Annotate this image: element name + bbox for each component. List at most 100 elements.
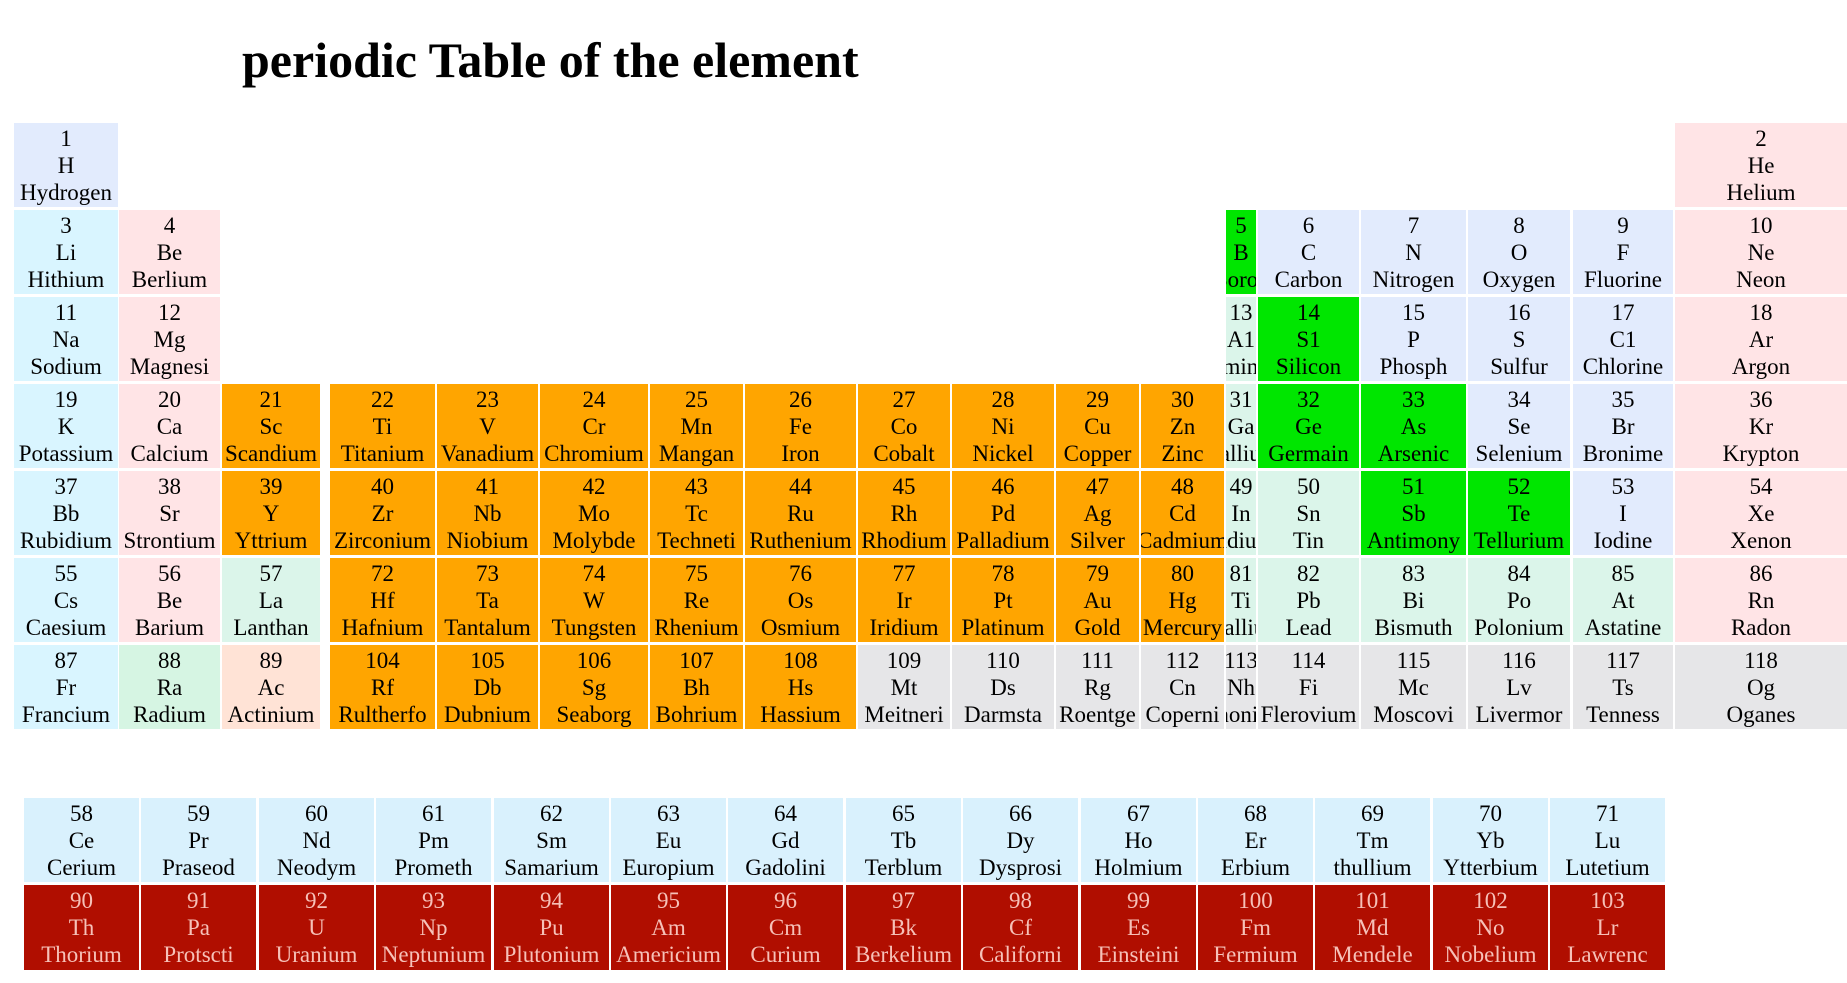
atomic-number: 51 [1402,473,1425,499]
element-symbol: Re [683,587,710,613]
element-cell-s1-14: 14 S1 Silicon [1258,297,1359,381]
element-cell-ta-73: 73 Ta Tantalum [437,558,538,642]
atomic-number: 38 [158,473,181,499]
element-name: Uranium [275,942,358,967]
element-symbol: Np [419,915,448,940]
element-name: Zinc [1161,440,1204,466]
element-cell-ti-81: 81TiThallium [1226,558,1256,642]
element-name: Niobium [446,527,529,553]
element-symbol: Tm [1356,827,1389,853]
element-symbol: Sm [536,827,567,853]
element-cell-s-16: 16 S Sulfur [1468,297,1570,381]
element-name: Copper [1063,440,1132,466]
element-name: Nobelium [1444,942,1537,967]
atomic-number: 111 [1081,647,1114,673]
element-name: Lawrenc [1567,942,1648,967]
element-cell-se-34: 34 Se Selenium [1468,384,1570,468]
atomic-number: 25 [685,386,708,412]
element-symbol: Ar [1748,326,1774,352]
element-cell-au-79: 79 Au Gold [1056,558,1139,642]
atomic-number: 70 [1479,800,1502,826]
element-cell-no-102: 102 No Nobelium [1433,885,1548,970]
element-symbol: Po [1506,587,1532,613]
element-name: Chlorine [1582,353,1664,379]
element-cell-mn-25: 25 Mn Mangan [650,384,743,468]
element-symbol: He [1747,152,1775,178]
element-cell-ne-10: 10 Ne Neon [1675,210,1847,294]
element-cell-th-90: 90 Th Thorium [24,885,139,970]
element-symbol: Cd [1169,500,1196,526]
element-cell-ru-44: 44 Ru Ruthenium [745,471,856,555]
element-name: Roentge [1059,701,1136,727]
element-name: Tantalum [444,614,531,640]
element-cell-rg-111: 111 Rg Roentge [1056,645,1139,729]
element-cell-u-92: 92 U Uranium [259,885,374,970]
element-symbol: Rg [1084,674,1111,700]
element-name: Prometh [394,854,473,880]
element-cell-na-11: 11 Na Sodium [14,297,118,381]
element-symbol: Pd [990,500,1016,526]
element-name: Gadolini [745,854,826,880]
element-symbol: A1 [1226,326,1256,352]
element-symbol: N [1405,239,1422,265]
element-cell-ac-89: 89 Ac Actinium [222,645,320,729]
atomic-number: 102 [1473,888,1508,913]
element-symbol: S [1512,326,1526,352]
element-cell-cd-48: 48 Cd Cadmium [1141,471,1224,555]
atomic-number: 9 [1617,212,1629,238]
atomic-number: 43 [685,473,708,499]
atomic-number: 66 [1009,800,1032,826]
element-symbol: Nh [1226,674,1256,700]
element-symbol: Se [1507,413,1531,439]
element-cell-og-118: 118 Og Oganes [1675,645,1847,729]
element-cell-li-3: 3 Li Hithium [14,210,118,294]
element-name: Bronime [1582,440,1664,466]
element-cell-k-19: 19 K Potassium [14,384,118,468]
element-name: Krypton [1722,440,1800,466]
atomic-number: 5 [1235,212,1247,238]
element-name: Sulfur [1490,353,1548,379]
element-name: Scandium [225,440,317,466]
element-symbol: Ts [1612,674,1634,700]
element-name: Xenon [1730,527,1792,553]
element-cell-fm-100: 100 Fm Fermium [1198,885,1313,970]
atomic-number: 92 [305,888,328,913]
atomic-number: 97 [892,888,915,913]
atomic-number: 59 [187,800,210,826]
atomic-number: 99 [1127,888,1150,913]
element-cell-sc-21: 21 Sc Scandium [222,384,320,468]
atomic-number: 54 [1749,473,1773,499]
element-cell-f-9: 9 F Fluorine [1573,210,1673,294]
element-cell-hs-108: 108 Hs Hassium [745,645,856,729]
element-symbol: Sr [159,500,180,526]
element-symbol: Te [1507,500,1531,526]
element-name: Arsenic [1377,440,1450,466]
element-cell-cf-98: 98 Cf Californi [963,885,1078,970]
element-name: thullium [1333,854,1412,880]
element-symbol: Fe [789,413,812,439]
element-cell-h-1: 1 H Hydrogen [14,123,118,207]
element-symbol: Mc [1398,674,1429,700]
element-cell-am-95: 95 Am Americium [611,885,726,970]
element-cell-pu-94: 94 Pu Plutonium [494,885,609,970]
element-name: Boron [1226,266,1256,292]
atomic-number: 103 [1590,888,1625,913]
element-cell-eu-63: 63 Eu Europium [611,798,726,882]
element-symbol: Am [651,915,686,940]
atomic-number: 67 [1127,800,1150,826]
atomic-number: 112 [1165,647,1200,673]
element-name: Sodium [30,353,102,379]
element-name: Bohrium [655,701,738,727]
element-symbol: Bk [890,915,917,940]
atomic-number: 53 [1611,473,1635,499]
element-cell-b-5: 5BBoron [1226,210,1256,294]
atomic-number: 56 [158,560,181,586]
atomic-number: 62 [540,800,563,826]
element-name: Berkelium [854,942,953,967]
atomic-number: 101 [1355,888,1390,913]
element-name: Palladium [956,527,1050,553]
element-symbol: Og [1746,674,1776,700]
element-symbol: Mt [890,674,918,700]
atomic-number: 74 [582,560,606,586]
